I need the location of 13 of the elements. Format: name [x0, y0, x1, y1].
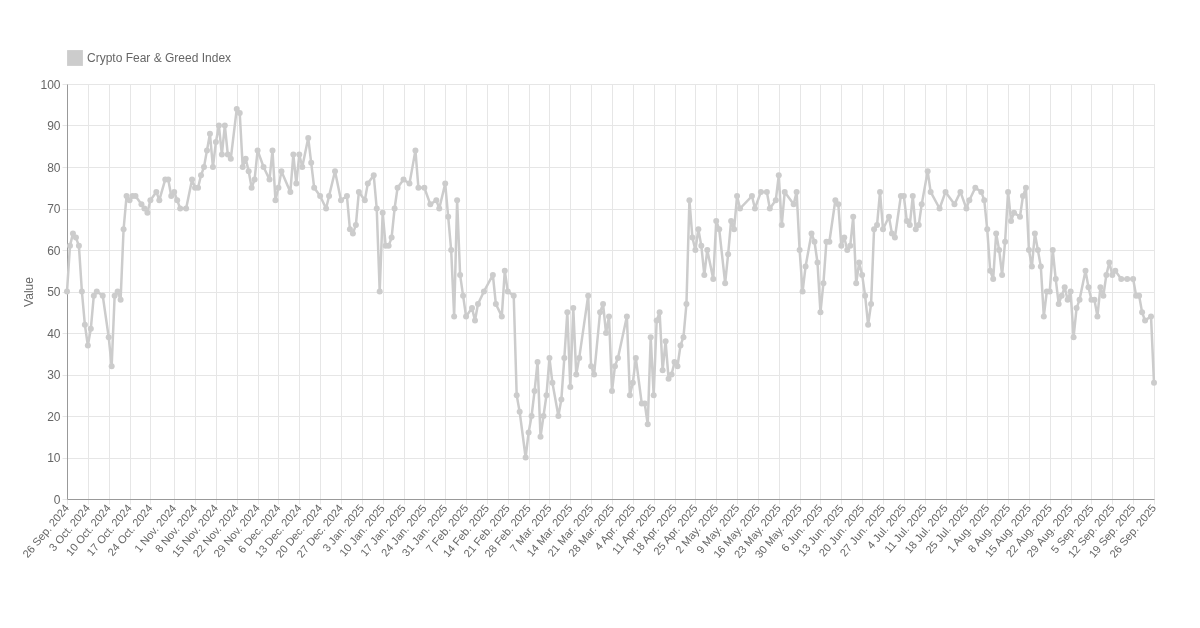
y-tick-label: 0 — [53, 492, 61, 507]
y-tick-label: 20 — [47, 409, 61, 424]
y-tick-label: 100 — [40, 77, 61, 92]
y-tick-label: 70 — [47, 202, 61, 216]
y-tick-label: 10 — [47, 451, 61, 465]
y-tick-label: 50 — [47, 285, 61, 299]
y-tick-label: 60 — [47, 243, 61, 258]
y-tick-label: 80 — [47, 160, 61, 175]
y-tick-label: 40 — [47, 326, 61, 341]
legend-label: Crypto Fear & Greed Index — [87, 51, 232, 65]
y-tick-label: 30 — [47, 368, 61, 382]
y-tick-label: 90 — [47, 119, 61, 133]
y-axis-title: Value — [22, 276, 37, 307]
